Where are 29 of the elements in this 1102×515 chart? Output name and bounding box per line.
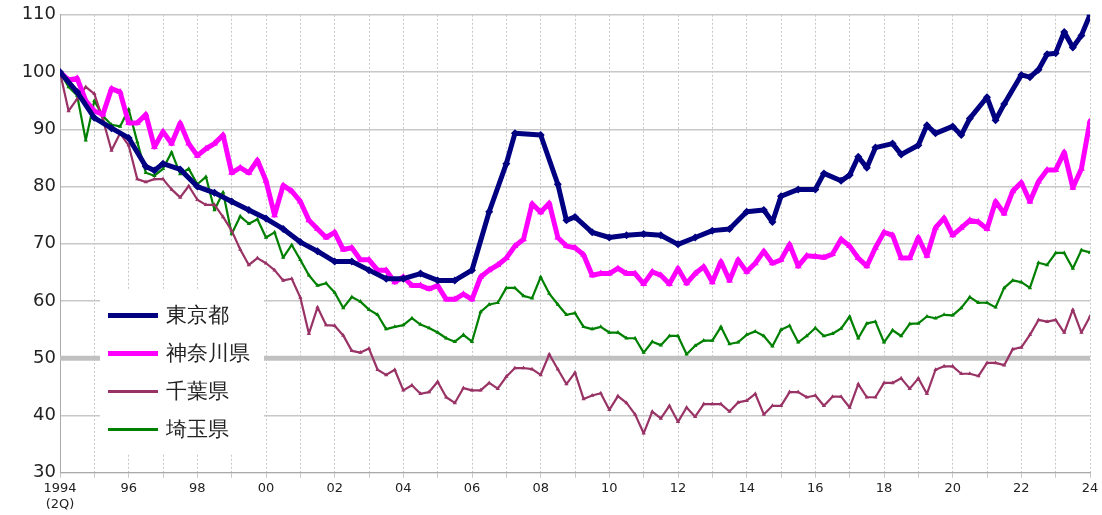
legend-label: 千葉県 <box>166 378 229 405</box>
x-tick-label: 00 <box>257 479 275 495</box>
y-tick-label: 100 <box>21 59 56 81</box>
y-tick-label: 30 <box>33 460 56 482</box>
x-tick-label: 04 <box>395 479 412 495</box>
legend-label: 埼玉県 <box>166 416 229 443</box>
x-tick-label: 98 <box>189 479 206 495</box>
x-tick-label: 24 <box>1081 479 1099 495</box>
y-tick-label: 50 <box>33 345 56 367</box>
x-tick-label: 08 <box>532 479 549 495</box>
x-tick-label: 22 <box>1013 479 1030 495</box>
legend-label: 神奈川県 <box>166 340 250 367</box>
x-tick-label: 12 <box>669 479 687 495</box>
x-tick-label: 20 <box>944 479 961 495</box>
y-tick-label: 80 <box>33 174 56 196</box>
x-tick-label: 96 <box>120 479 137 495</box>
y-tick-label: 110 <box>21 2 56 24</box>
x-tick-label: 10 <box>601 479 618 495</box>
x-tick-label: 02 <box>326 479 343 495</box>
x-tick-label: 14 <box>738 479 755 495</box>
y-tick-label: 60 <box>33 288 56 310</box>
x-tick-label: 06 <box>463 479 481 495</box>
y-tick-label: 70 <box>33 231 56 253</box>
x-tick-label: 16 <box>807 479 824 495</box>
y-tick-label: 90 <box>33 116 56 138</box>
x-tick-label: 18 <box>875 479 893 495</box>
y-tick-label: 40 <box>33 403 56 425</box>
x-tick-label: 1994 (2Q) <box>43 479 77 511</box>
legend-label: 東京都 <box>166 302 229 329</box>
